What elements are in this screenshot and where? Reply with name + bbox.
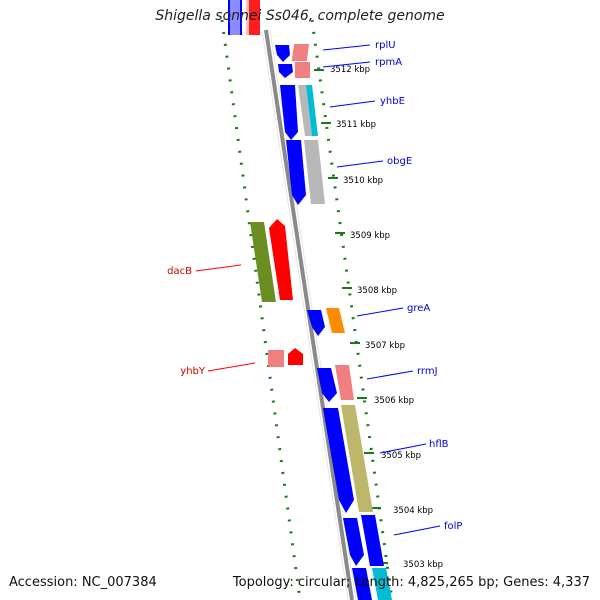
feature-rpmA-rna [295,62,310,78]
gene-label-yhbY[interactable]: yhbY [180,366,206,377]
feature-rplU-rna [291,44,310,61]
gene-label-folP[interactable]: folP [444,521,462,532]
gene-label-yhbE[interactable]: yhbE [380,96,405,107]
gene-label-dacB[interactable]: dacB [167,266,192,277]
tick-3506: 3506 kbp [357,396,414,406]
feature-yhbY-rna [268,350,284,367]
feature-greA-cds [307,310,325,336]
tick-label: 3508 kbp [357,286,397,296]
tick-label: 3507 kbp [365,341,405,351]
feature-dacB-olive [250,222,276,302]
tick-label: 3503 kbp [403,560,443,570]
feature-yhbE-cyan [306,85,318,136]
feature-yhbY-red [288,348,303,365]
feature-obgE-cds [286,140,306,205]
feature-hflB-khaki [341,405,373,512]
tick-label: 3504 kbp [393,506,433,516]
gene-label-rrmJ[interactable]: rrmJ [417,366,438,377]
tick-label: 3506 kbp [374,396,414,406]
tick-3508: 3508 kbp [342,286,397,296]
gene-label-hflB[interactable]: hflB [429,439,449,450]
feature-folP-cds-a [343,518,364,566]
tick-3507: 3507 kbp [350,341,405,351]
tick-3510: 3510 kbp [328,176,383,186]
gene-labels: rplU rpmA yhbE obgE greA rrmJ hflB folP … [167,40,462,532]
feature-rrmJ-cds [317,368,337,402]
features [250,44,392,600]
outer-dotted-right [310,19,394,600]
outer-dotted-left [220,19,302,600]
tick-label: 3510 kbp [343,176,383,186]
gene-label-rpmA[interactable]: rpmA [375,57,402,68]
bottom-partial-feature-b [372,568,392,600]
accession-text: Accession: NC_007384 [9,575,157,590]
tick-3504: 3504 kbp [371,506,433,516]
feature-yhbE-gray [298,85,312,136]
tick-3511: 3511 kbp [321,120,376,130]
tick-label: 3512 kbp [330,65,370,75]
tick-label: 3505 kbp [381,451,421,461]
tick-3512: 3512 kbp [314,65,370,75]
gene-label-rplU[interactable]: rplU [375,40,396,51]
tick-label: 3509 kbp [350,231,390,241]
bottom-partial-feature-a [352,568,372,600]
kbp-ticks: 3512 kbp 3511 kbp 3510 kbp 3509 kbp 3508… [314,65,443,570]
tick-3509: 3509 kbp [335,231,390,241]
gene-leaders [195,44,441,536]
feature-rplU-cds [275,45,290,62]
gene-label-obgE[interactable]: obgE [387,156,412,167]
tick-label: 3511 kbp [336,120,376,130]
gene-label-greA[interactable]: greA [407,303,430,314]
feature-rrmJ-rna [335,365,354,400]
genome-title: Shigella sonnei Ss046, complete genome [155,8,445,24]
feature-greA-orange [326,308,345,333]
genome-summary-text: Topology: circular; Length: 4,825,265 bp… [232,575,590,590]
tick-3505: 3505 kbp [364,451,421,461]
feature-folP-cds-b [361,515,384,566]
feature-obgE-gray [304,140,325,204]
feature-yhbE-cds [280,85,298,140]
feature-dacB-red [269,219,293,300]
top-partial-features [228,0,260,35]
feature-hflB-cds [323,408,354,513]
feature-rpmA-cds [278,64,293,78]
